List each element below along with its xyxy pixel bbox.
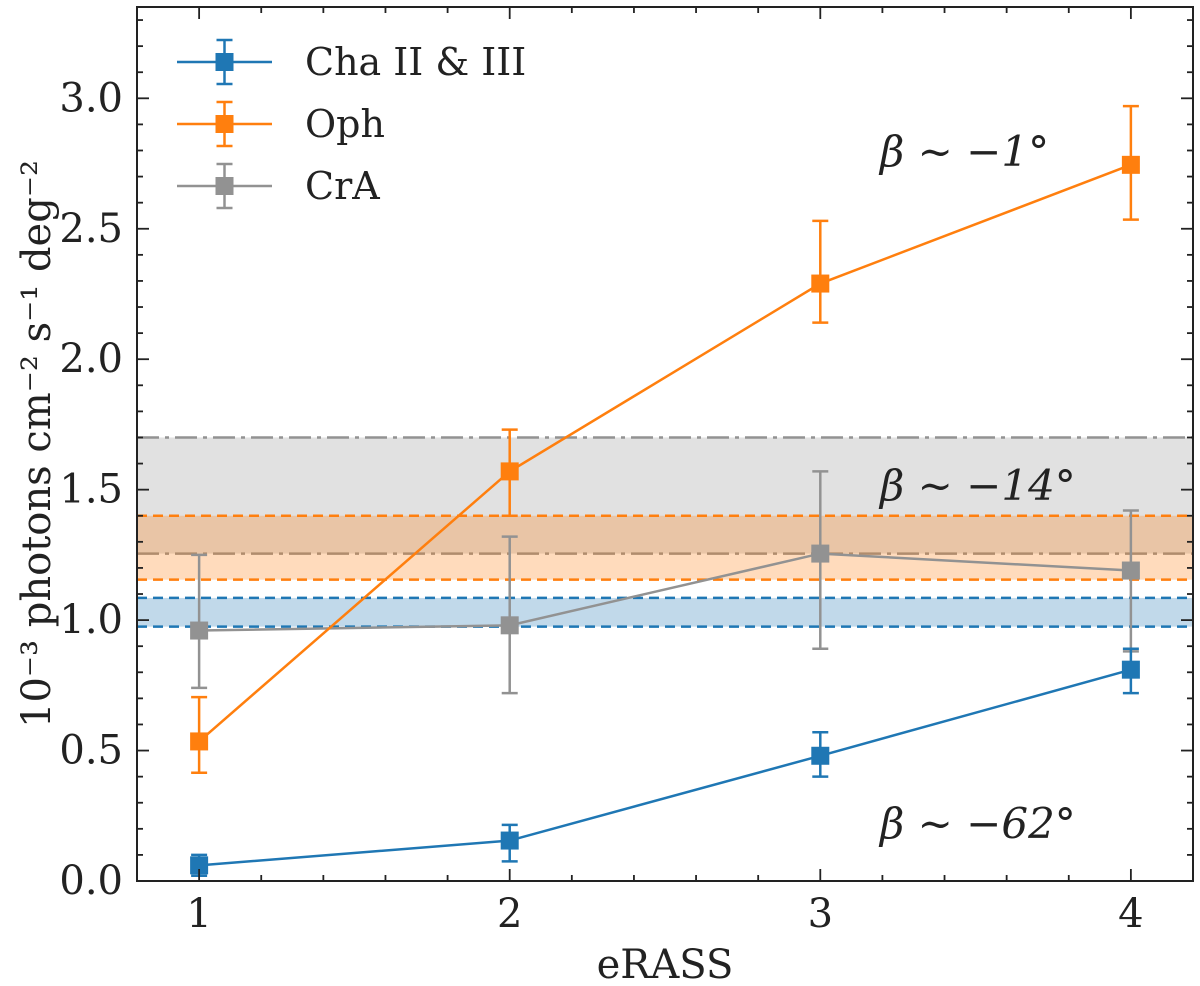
annotation-2: β ∼ −14° — [878, 461, 1076, 510]
y-tick-label-6: 3.0 — [59, 75, 123, 121]
band-1 — [137, 515, 1193, 580]
y-tick-label-4: 2.0 — [59, 336, 123, 382]
series-2-point-0 — [190, 621, 209, 640]
y-tick-label-2: 1.0 — [59, 597, 123, 643]
series-2-line — [199, 552, 1131, 632]
y-tick-label-1: 0.5 — [59, 728, 123, 774]
series-1-point-0 — [190, 732, 209, 751]
legend: Cha II & III Oph CrA — [177, 38, 526, 210]
y-axis-label: 10⁻³ photons cm⁻² s⁻¹ deg⁻² — [14, 160, 60, 728]
x-tick-label-2: 3 — [808, 891, 833, 937]
series-0-point-1 — [500, 831, 519, 850]
series-0-line — [199, 668, 1132, 867]
y-tick-label-3: 1.5 — [59, 467, 123, 513]
series-1-point-3 — [1121, 155, 1140, 174]
annotation-1: β ∼ −1° — [878, 127, 1049, 176]
plot-frame — [136, 6, 1194, 882]
legend-marker-1 — [215, 115, 234, 133]
series-2-point-3 — [1121, 561, 1140, 580]
band-2 — [137, 437, 1193, 554]
series-0-point-0 — [190, 856, 209, 875]
legend-label-1: Oph — [305, 102, 385, 146]
series-0-point-3 — [1121, 660, 1140, 679]
series-1-line — [198, 163, 1132, 743]
x-tick-label-0: 1 — [186, 891, 211, 937]
annotation-0: β ∼ −62° — [878, 799, 1076, 848]
annotation-layer: β ∼ −62° β ∼ −1° β ∼ −14° — [878, 127, 1076, 848]
series-1-point-1 — [500, 462, 519, 481]
band-0 — [137, 597, 1193, 627]
legend-label-2: CrA — [305, 164, 380, 208]
band-layer — [137, 436, 1193, 628]
legend-label-0: Cha II & III — [305, 40, 526, 84]
x-tick-label-1: 2 — [497, 891, 522, 937]
series-1-point-2 — [811, 274, 830, 293]
series-0-point-2 — [811, 746, 830, 765]
series-2-point-1 — [500, 616, 519, 635]
series-2-point-2 — [811, 544, 830, 563]
x-tick-label-3: 4 — [1118, 891, 1143, 937]
y-tick-label-0: 0.0 — [59, 858, 123, 904]
legend-marker-0 — [215, 53, 234, 71]
y-tick-label-5: 2.5 — [59, 206, 123, 252]
x-axis-label: eRASS — [597, 942, 734, 986]
legend-marker-2 — [215, 177, 234, 195]
series-layer — [190, 104, 1140, 878]
